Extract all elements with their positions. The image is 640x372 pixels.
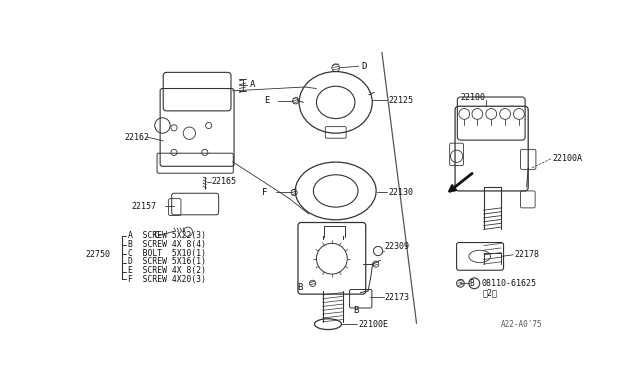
Text: E: E <box>264 96 269 105</box>
Text: B  SCREW 4X 8(4): B SCREW 4X 8(4) <box>128 240 206 249</box>
Text: 22173: 22173 <box>384 293 409 302</box>
Text: 22100A: 22100A <box>553 154 583 163</box>
Text: 22178: 22178 <box>515 250 540 259</box>
Text: E  SCREW 4X 8(2): E SCREW 4X 8(2) <box>128 266 206 275</box>
Text: C  BOLT  5X10(1): C BOLT 5X10(1) <box>128 248 206 258</box>
Text: 22309: 22309 <box>384 242 409 251</box>
Text: D  SCREW 5X16(1): D SCREW 5X16(1) <box>128 257 206 266</box>
Text: B: B <box>297 283 303 292</box>
Text: 22157: 22157 <box>132 202 157 211</box>
Text: B: B <box>353 306 359 315</box>
Text: 22162: 22162 <box>124 132 149 141</box>
Text: 22130: 22130 <box>389 188 414 197</box>
Text: 22165: 22165 <box>211 177 236 186</box>
Text: A  SCREW 5X22(3): A SCREW 5X22(3) <box>128 231 206 240</box>
Text: F: F <box>262 188 267 197</box>
Text: 22125: 22125 <box>389 96 414 105</box>
Text: 22100E: 22100E <box>359 320 388 328</box>
Text: A22-A0'75: A22-A0'75 <box>501 320 543 328</box>
Text: 22100: 22100 <box>460 93 486 102</box>
Text: B: B <box>470 279 474 288</box>
Text: 22750: 22750 <box>86 250 111 259</box>
Text: F  SCREW 4X20(3): F SCREW 4X20(3) <box>128 275 206 284</box>
Text: （2）: （2） <box>482 289 497 298</box>
Text: D: D <box>361 62 367 71</box>
Text: 08110-61625: 08110-61625 <box>481 279 536 288</box>
Text: C: C <box>153 231 159 240</box>
Text: A: A <box>250 80 255 89</box>
